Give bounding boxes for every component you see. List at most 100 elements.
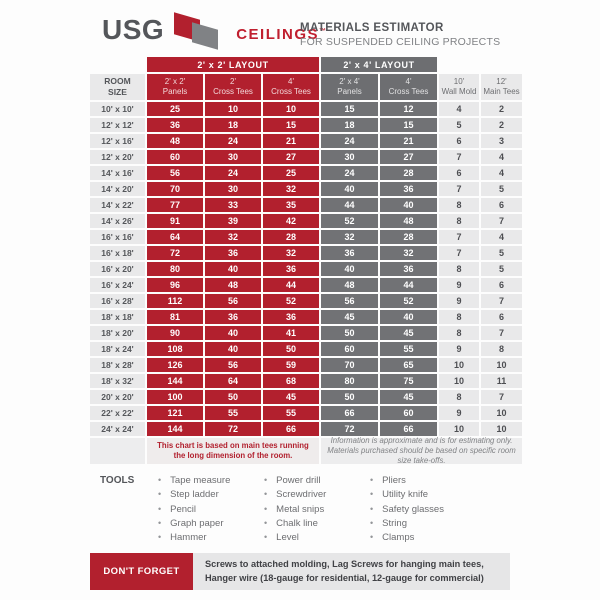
value-cell-r16-c6: 10 xyxy=(481,358,522,372)
column-header-0: ROOM SIZE xyxy=(90,74,145,100)
bullet-icon: • xyxy=(264,532,268,542)
value-cell-r7-c1: 39 xyxy=(205,214,261,228)
value-cell-r16-c3: 70 xyxy=(321,358,378,372)
tool-item: • Step ladder xyxy=(148,488,254,502)
bullet-icon: • xyxy=(370,517,374,528)
value-cell-r9-c1: 36 xyxy=(205,246,261,260)
tool-item: • Chalk line xyxy=(254,517,360,531)
value-cell-r11-c3: 48 xyxy=(321,278,378,292)
band-spacer xyxy=(439,57,522,72)
value-cell-r20-c2: 66 xyxy=(263,422,319,436)
bullet-icon: • xyxy=(370,489,374,500)
column-header-4: 2' x 4' Panels xyxy=(321,74,378,100)
note-spacer xyxy=(90,438,145,464)
bullet-icon: • xyxy=(264,475,268,485)
value-cell-r4-c4: 28 xyxy=(380,166,437,180)
value-cell-r13-c5: 8 xyxy=(439,310,479,324)
room-size-cell: 12' x 20' xyxy=(90,150,145,164)
value-cell-r6-c3: 44 xyxy=(321,198,378,212)
value-cell-r0-c3: 15 xyxy=(321,102,378,116)
room-size-cell: 18' x 24' xyxy=(90,342,145,356)
page-subtitle: FOR SUSPENDED CEILING PROJECTS xyxy=(300,36,501,48)
value-cell-r9-c3: 36 xyxy=(321,246,378,260)
value-cell-r19-c3: 66 xyxy=(321,406,378,420)
room-size-cell: 18' x 18' xyxy=(90,310,145,324)
bullet-icon: • xyxy=(264,517,268,528)
value-cell-r11-c4: 44 xyxy=(380,278,437,292)
value-cell-r16-c1: 56 xyxy=(205,358,261,372)
value-cell-r7-c2: 42 xyxy=(263,214,319,228)
tool-item-label: Tape measure xyxy=(170,475,231,486)
value-cell-r6-c0: 77 xyxy=(147,198,203,212)
bullet-icon: • xyxy=(158,517,162,528)
tool-item: • Power drill xyxy=(254,474,360,488)
trademark-symbol: ™ xyxy=(319,28,327,35)
value-cell-r2-c2: 21 xyxy=(263,134,319,148)
note-main-tees: This chart is based on main tees running… xyxy=(147,438,319,464)
value-cell-r4-c1: 24 xyxy=(205,166,261,180)
page-title: MATERIALS ESTIMATOR xyxy=(300,22,444,34)
tool-item-label: Utility knife xyxy=(382,489,429,501)
value-cell-r19-c0: 121 xyxy=(147,406,203,420)
value-cell-r14-c5: 8 xyxy=(439,326,479,340)
value-cell-r13-c3: 45 xyxy=(321,310,378,324)
room-size-cell: 16' x 28' xyxy=(90,294,145,308)
tool-item: • String xyxy=(360,517,466,531)
tool-item: • Pencil xyxy=(148,503,254,517)
layout-band-2x4: 2' x 4' LAYOUT xyxy=(321,57,437,72)
tools-label: TOOLS xyxy=(100,475,135,486)
value-cell-r15-c2: 50 xyxy=(263,342,319,356)
value-cell-r12-c4: 52 xyxy=(380,294,437,308)
value-cell-r5-c0: 70 xyxy=(147,182,203,196)
value-cell-r1-c2: 15 xyxy=(263,118,319,132)
value-cell-r18-c0: 100 xyxy=(147,390,203,404)
tool-item: • Utility knife xyxy=(360,488,466,502)
tool-item: • Safety glasses xyxy=(360,503,466,517)
value-cell-r2-c4: 21 xyxy=(380,134,437,148)
tool-item: • Level xyxy=(254,531,360,545)
value-cell-r5-c5: 7 xyxy=(439,182,479,196)
value-cell-r20-c6: 10 xyxy=(481,422,522,436)
value-cell-r14-c6: 7 xyxy=(481,326,522,340)
value-cell-r12-c1: 56 xyxy=(205,294,261,308)
value-cell-r8-c1: 32 xyxy=(205,230,261,244)
tool-item: • Graph paper xyxy=(148,517,254,531)
column-header-6: 10' Wall Mold xyxy=(439,74,479,100)
bullet-icon: • xyxy=(158,532,162,542)
value-cell-r5-c3: 40 xyxy=(321,182,378,196)
estimator-table: 2' x 2' LAYOUT 2' x 4' LAYOUT ROOM SIZE 2'… xyxy=(90,57,522,465)
value-cell-r7-c3: 52 xyxy=(321,214,378,228)
value-cell-r13-c2: 36 xyxy=(263,310,319,324)
value-cell-r17-c4: 75 xyxy=(380,374,437,388)
dont-forget-line1: Screws to attached molding, Lag Screws f… xyxy=(205,559,484,570)
value-cell-r10-c2: 36 xyxy=(263,262,319,276)
room-size-cell: 16' x 20' xyxy=(90,262,145,276)
value-cell-r2-c3: 24 xyxy=(321,134,378,148)
room-size-cell: 22' x 22' xyxy=(90,406,145,420)
value-cell-r7-c4: 48 xyxy=(380,214,437,228)
tool-item-label: Metal snips xyxy=(276,503,325,515)
value-cell-r0-c6: 2 xyxy=(481,102,522,116)
value-cell-r18-c1: 50 xyxy=(205,390,261,404)
room-size-cell: 20' x 20' xyxy=(90,390,145,404)
room-size-cell: 14' x 26' xyxy=(90,214,145,228)
value-cell-r10-c3: 40 xyxy=(321,262,378,276)
value-cell-r11-c2: 44 xyxy=(263,278,319,292)
value-cell-r17-c5: 10 xyxy=(439,374,479,388)
column-header-5: 4' Cross Tees xyxy=(380,74,437,100)
tool-item: • Clamps xyxy=(360,531,466,545)
room-size-cell: 14' x 16' xyxy=(90,166,145,180)
value-cell-r15-c4: 55 xyxy=(380,342,437,356)
tool-item-label: Step ladder xyxy=(170,489,219,501)
room-size-cell: 12' x 12' xyxy=(90,118,145,132)
value-cell-r0-c4: 12 xyxy=(380,102,437,116)
value-cell-r15-c3: 60 xyxy=(321,342,378,356)
value-cell-r0-c0: 25 xyxy=(147,102,203,116)
band-spacer xyxy=(90,57,145,72)
ceilings-wordmark: CEILINGS™ xyxy=(236,26,326,43)
room-size-cell: 18' x 28' xyxy=(90,358,145,372)
value-cell-r6-c1: 33 xyxy=(205,198,261,212)
value-cell-r18-c3: 50 xyxy=(321,390,378,404)
value-cell-r8-c4: 28 xyxy=(380,230,437,244)
value-cell-r2-c1: 24 xyxy=(205,134,261,148)
